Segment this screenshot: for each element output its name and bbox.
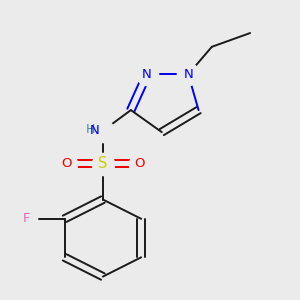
Text: N: N (90, 124, 99, 137)
Text: S: S (98, 156, 108, 171)
Text: O: O (61, 157, 71, 170)
Text: N: N (142, 68, 152, 81)
Text: H: H (86, 123, 95, 136)
Text: N: N (183, 68, 193, 81)
Text: O: O (134, 157, 145, 170)
Text: F: F (22, 212, 30, 225)
